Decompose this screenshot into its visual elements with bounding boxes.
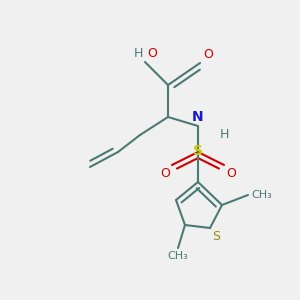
Text: O: O [160,167,170,180]
Text: O: O [203,48,213,61]
Text: H: H [220,128,230,140]
Text: S: S [212,230,220,243]
Text: O: O [147,47,157,60]
Text: O: O [226,167,236,180]
Text: CH₃: CH₃ [251,190,272,200]
Text: S: S [193,144,203,158]
Text: N: N [192,110,204,124]
Text: CH₃: CH₃ [168,251,188,261]
Text: H: H [134,47,143,60]
